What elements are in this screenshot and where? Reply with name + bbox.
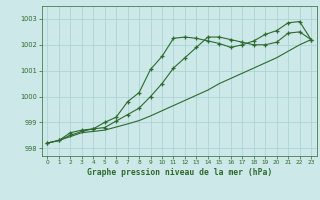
X-axis label: Graphe pression niveau de la mer (hPa): Graphe pression niveau de la mer (hPa) bbox=[87, 168, 272, 177]
